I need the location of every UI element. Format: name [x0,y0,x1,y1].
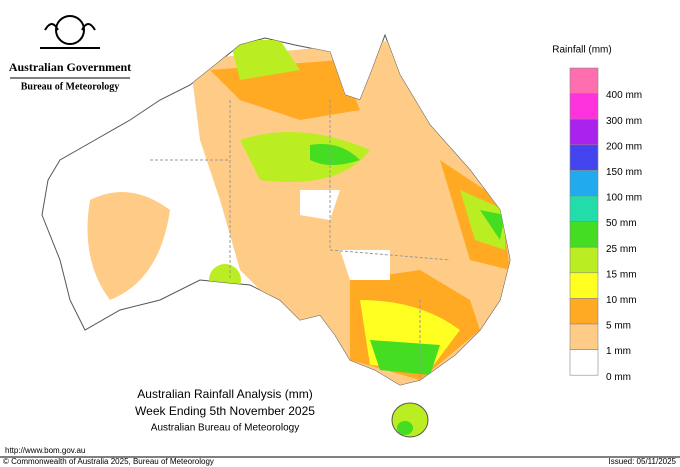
map-title: Australian Rainfall Analysis (mm) [137,387,312,401]
legend-swatch [569,298,599,325]
government: Australian Government [9,60,131,74]
legend-swatch [569,93,599,120]
legend-label: 400 mm [606,90,642,101]
legend-swatch [569,118,599,146]
legend-label: 300 mm [606,116,642,127]
legend-label: 50 mm [606,218,637,229]
legend-swatch [569,195,599,222]
legend-label: 1 mm [606,346,631,357]
legend-swatch [569,272,599,299]
legend-label: 5 mm [606,321,631,332]
legend-label: 10 mm [606,295,637,306]
footer-issued: Issued: 05/11/2025 [609,457,677,466]
legend-swatch [569,221,599,248]
legend-title: Rainfall (mm) [552,45,611,56]
legend-label: 200 mm [606,141,642,152]
legend-label: 15 mm [606,269,637,280]
agency: Bureau of Meteorology [21,81,120,92]
legend-label: 25 mm [606,244,637,255]
legend-label: 150 mm [606,167,642,178]
footer-copyright: © Commonwealth of Australia 2025, Bureau… [3,457,214,466]
legend-swatch [569,144,599,171]
map [41,34,511,438]
map-subtitle: Week Ending 5th November 2025 [135,404,315,418]
legend-swatch [569,349,599,376]
legend-label: 100 mm [606,193,642,204]
legend-swatch [569,67,599,94]
legend-swatch [569,246,599,274]
crest [40,15,100,49]
map-credit: Australian Bureau of Meteorology [151,423,299,434]
footer-url: http://www.bom.gov.au [5,446,85,455]
legend-swatch [569,323,599,350]
legend: 400 mm 300 mm 200 mm 150 mm 100 mm 50 mm 25 mm… [569,67,642,383]
legend-swatch [569,170,599,197]
legend-label: 0 mm [606,372,631,383]
